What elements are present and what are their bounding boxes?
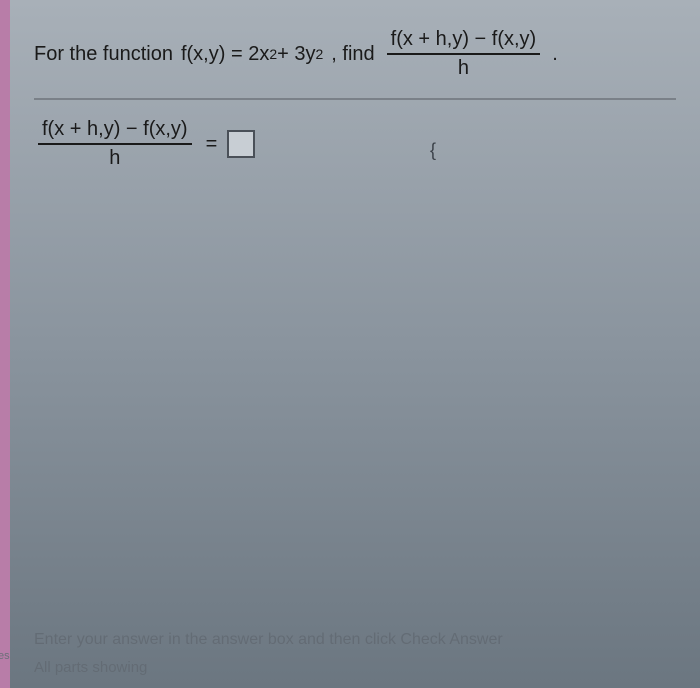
answer-fraction-numerator: f(x + h,y) − f(x,y) bbox=[38, 118, 192, 145]
answer-row: f(x + h,y) − f(x,y) h = bbox=[34, 118, 676, 170]
function-definition: f(x,y) = 2x2 + 3y2 bbox=[181, 43, 323, 66]
sidebar-strip bbox=[0, 0, 10, 688]
question-fraction-numerator: f(x + h,y) − f(x,y) bbox=[387, 28, 541, 55]
question-fraction: f(x + h,y) − f(x,y) h bbox=[387, 28, 541, 80]
side-tiny-label: es bbox=[0, 650, 10, 662]
equals-sign: = bbox=[206, 133, 218, 156]
question-prompt: For the function f(x,y) = 2x2 + 3y2 , fin… bbox=[34, 28, 676, 100]
question-prefix: For the function bbox=[34, 43, 173, 66]
question-period: . bbox=[552, 43, 558, 66]
footer-instruction: Enter your answer in the answer box and … bbox=[34, 631, 676, 649]
content-area: For the function f(x,y) = 2x2 + 3y2 , fin… bbox=[10, 0, 700, 688]
answer-input-box[interactable] bbox=[227, 130, 255, 158]
footer-status: All parts showing bbox=[34, 659, 676, 676]
answer-fraction: f(x + h,y) − f(x,y) h bbox=[38, 118, 192, 170]
cursor-artifact: { bbox=[430, 140, 436, 161]
footer-area: Enter your answer in the answer box and … bbox=[10, 619, 700, 688]
answer-fraction-denominator: h bbox=[105, 145, 124, 170]
question-after: , find bbox=[331, 43, 374, 66]
question-fraction-denominator: h bbox=[454, 55, 473, 80]
